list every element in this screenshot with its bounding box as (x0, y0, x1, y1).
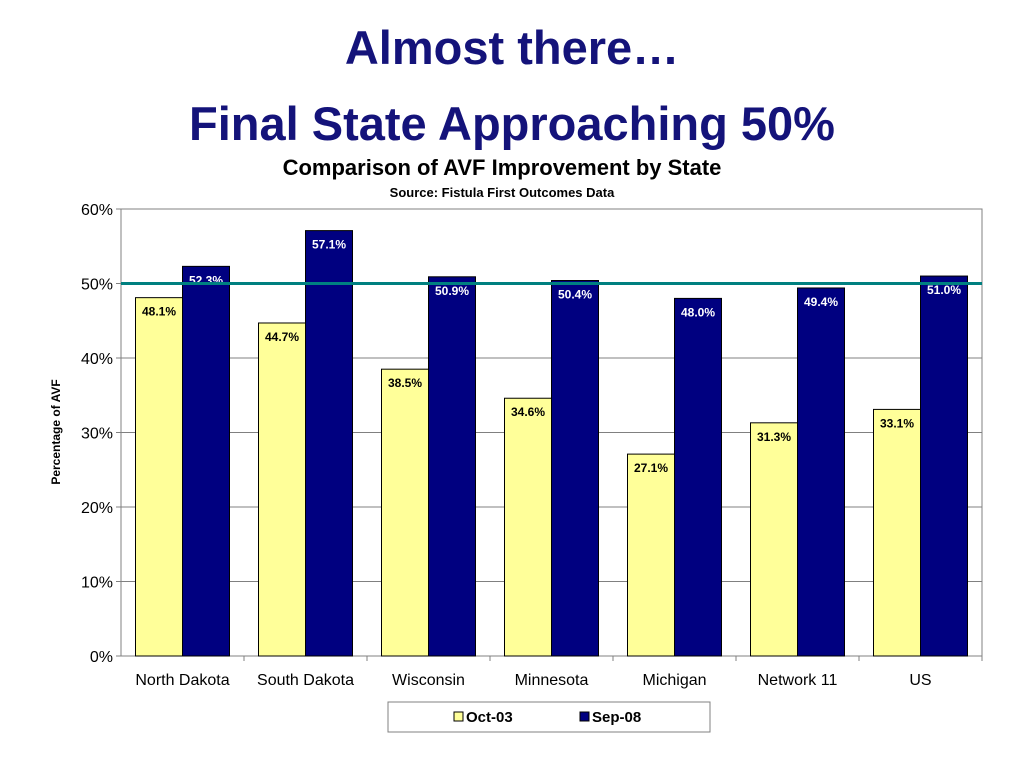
bar-sep-08 (428, 276, 476, 657)
y-tick-label: 40% (81, 351, 113, 368)
data-label: 51.0% (927, 283, 961, 297)
bar-sep-08 (674, 297, 722, 657)
category-label: US (909, 672, 931, 689)
data-label: 50.4% (558, 288, 592, 302)
bar-oct-03 (135, 297, 183, 657)
data-label: 38.5% (388, 376, 422, 390)
legend-swatch (579, 711, 590, 722)
data-label: 34.6% (511, 405, 545, 419)
data-label: 52.3% (189, 273, 223, 287)
data-label: 57.1% (312, 238, 346, 252)
chart-title: Comparison of AVF Improvement by State (283, 155, 722, 180)
category-label: North Dakota (135, 672, 229, 689)
bar-sep-08 (182, 265, 230, 657)
legend-swatch (453, 711, 464, 722)
y-tick-label: 30% (81, 426, 113, 443)
data-label: 27.1% (634, 461, 668, 475)
data-label: 48.0% (681, 305, 715, 319)
y-tick-label: 50% (81, 277, 113, 294)
y-axis-label: Percentage of AVF (49, 379, 63, 484)
bar-sep-08 (920, 275, 968, 657)
bar-oct-03 (750, 422, 798, 657)
bar-oct-03 (504, 397, 552, 657)
y-tick-label: 20% (81, 500, 113, 517)
data-label: 33.1% (880, 416, 914, 430)
data-label: 50.9% (435, 284, 469, 298)
bar-sep-08 (797, 287, 845, 657)
bar-sep-08 (551, 280, 599, 657)
bar-oct-03 (258, 322, 306, 657)
data-label: 48.1% (142, 305, 176, 319)
y-tick-label: 10% (81, 575, 113, 592)
plot-area: 0% 10% 20% 30% 40% 50% 60% 48.1% 52.3% North Dako… (81, 202, 983, 733)
bar-sep-08 (305, 230, 353, 657)
data-label: 49.4% (804, 295, 838, 309)
category-label: South Dakota (257, 672, 354, 689)
category-label: Michigan (642, 672, 706, 689)
y-tick-label: 60% (81, 202, 113, 219)
bar-oct-03 (627, 453, 675, 657)
bar-oct-03 (381, 368, 429, 657)
data-label: 44.7% (265, 330, 299, 344)
data-label: 31.3% (757, 430, 791, 444)
legend (387, 701, 711, 733)
legend-label: Oct-03 (466, 709, 513, 726)
category-label: Network 11 (758, 672, 838, 689)
chart-subtitle: Source: Fistula First Outcomes Data (390, 185, 615, 200)
category-label: Minnesota (515, 672, 589, 689)
legend-label: Sep-08 (592, 709, 641, 726)
category-label: Wisconsin (392, 672, 465, 689)
y-tick-label: 0% (90, 649, 113, 666)
bar-oct-03 (873, 408, 921, 657)
slide-title-line1: Almost there… (344, 21, 680, 74)
slide-title-line2: Final State Approaching 50% (189, 97, 835, 150)
